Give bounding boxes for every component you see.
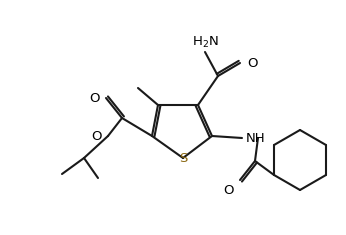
Text: O: O	[224, 184, 234, 197]
Text: NH: NH	[246, 132, 266, 145]
Text: O: O	[91, 129, 102, 142]
Text: $\mathregular{H_2N}$: $\mathregular{H_2N}$	[192, 35, 218, 50]
Text: O: O	[247, 56, 257, 70]
Text: S: S	[179, 152, 187, 164]
Text: O: O	[90, 91, 100, 105]
